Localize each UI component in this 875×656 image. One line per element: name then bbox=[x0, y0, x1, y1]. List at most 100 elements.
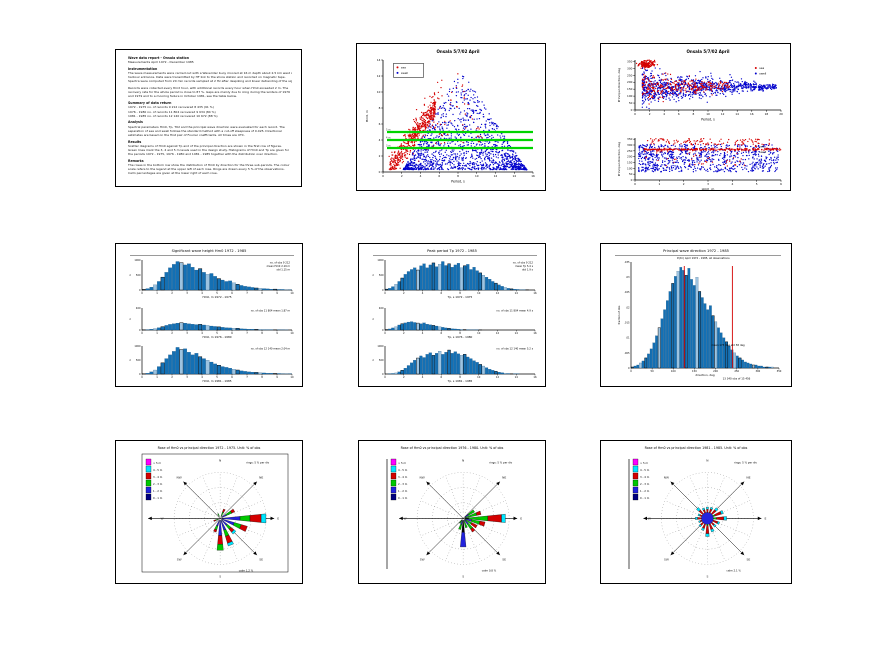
svg-text:2: 2 bbox=[171, 291, 173, 295]
svg-text:200: 200 bbox=[627, 155, 633, 159]
svg-text:150: 150 bbox=[627, 87, 633, 91]
report-line: the periods 1972 - 1975, 1976 - 1980 and… bbox=[128, 152, 279, 157]
svg-text:5 m: 5 m bbox=[386, 129, 391, 132]
svg-text:8: 8 bbox=[457, 174, 459, 178]
svg-text:0: 0 bbox=[382, 174, 384, 178]
svg-text:5: 5 bbox=[216, 291, 218, 295]
report-line: and 1979 and to a mooring failure in Oct… bbox=[128, 94, 237, 99]
svg-text:sea: sea bbox=[759, 66, 764, 70]
panel-rose-1972-1975: Rose of Hm0 vs principal direction 1972 … bbox=[115, 440, 303, 584]
svg-text:Onsala 5/7/02 April: Onsala 5/7/02 April bbox=[687, 49, 731, 54]
p4-hist-multi-chart: Significant wave height Hm0 1972 - 1985 0… bbox=[129, 249, 294, 383]
svg-text:0: 0 bbox=[379, 170, 381, 174]
svg-text:16: 16 bbox=[531, 174, 535, 178]
svg-text:Period, s: Period, s bbox=[701, 118, 715, 122]
svg-text:2: 2 bbox=[683, 182, 685, 186]
report-heading: Results bbox=[128, 139, 142, 144]
svg-text:1: 1 bbox=[658, 182, 660, 186]
report-line: Green lines mark the 3, 4 and 5 m levels… bbox=[128, 147, 290, 152]
svg-text:6: 6 bbox=[231, 291, 233, 295]
svg-text:12: 12 bbox=[377, 74, 381, 78]
svg-text:1: 1 bbox=[156, 291, 158, 295]
svg-text:no. of obs 9 212: no. of obs 9 212 bbox=[270, 261, 291, 265]
svg-text:2: 2 bbox=[649, 112, 651, 116]
svg-text:12: 12 bbox=[494, 174, 498, 178]
panel-report: Wave data report - Onsala station Measure… bbox=[115, 49, 302, 187]
p2-scatter-chart: 0 2 4 6 8 10 12 14 16 0 2 4 6 8 10 12 14 Onsala 5/7/02 Ap… bbox=[365, 49, 535, 184]
svg-text:0: 0 bbox=[634, 182, 636, 186]
svg-text:10: 10 bbox=[377, 90, 381, 94]
svg-text:100: 100 bbox=[627, 94, 633, 98]
svg-text:12: 12 bbox=[721, 112, 725, 116]
report-heading: Remarks bbox=[128, 158, 144, 163]
svg-text:0: 0 bbox=[139, 289, 141, 292]
svg-text:100: 100 bbox=[627, 166, 633, 170]
svg-text:50: 50 bbox=[629, 172, 633, 176]
svg-text:8: 8 bbox=[261, 291, 263, 295]
svg-text:4: 4 bbox=[201, 291, 203, 295]
svg-text:Hm0, m: Hm0, m bbox=[702, 188, 715, 191]
svg-text:Onsala 5/7/02 April: Onsala 5/7/02 April bbox=[437, 49, 481, 54]
svg-text:14: 14 bbox=[512, 174, 516, 178]
svg-text:300: 300 bbox=[627, 66, 633, 70]
svg-text:250: 250 bbox=[627, 73, 633, 77]
panel-hist-hm0: Significant wave height Hm0 1972 - 1985 0… bbox=[115, 243, 303, 387]
svg-text:Principal direction, deg: Principal direction, deg bbox=[617, 68, 621, 103]
report-line: Spectral parameters Hm0, Tp, T02 and the… bbox=[128, 124, 285, 129]
report-line: Scatter diagrams of Hm0 against Tp and o… bbox=[128, 143, 282, 148]
report-line: The wave measurements were carried out w… bbox=[128, 71, 292, 76]
svg-text:2: 2 bbox=[379, 154, 381, 158]
panel-scatter-hm0-vs-period: 0 2 4 6 8 10 12 14 16 0 2 4 6 8 10 12 14 Onsala 5/7/02 Ap… bbox=[356, 43, 546, 191]
report-line: Calm percentages are given at the lower … bbox=[128, 171, 218, 176]
svg-text:Hm0, m: Hm0, m bbox=[365, 110, 369, 122]
report-text-block: Wave data report - Onsala station Measure… bbox=[116, 50, 301, 175]
report-line: 1972 - 1975 no. of records 9 212 recover… bbox=[128, 105, 214, 110]
p7-rose-chart: Rose of Hm0 vs principal direction 1972 … bbox=[141, 446, 289, 578]
svg-text:20: 20 bbox=[779, 112, 783, 116]
panel-hist-direction: Principal wave direction 1972 - 1985 0 50 1… bbox=[600, 243, 792, 387]
svg-text:sea: sea bbox=[759, 144, 764, 148]
svg-text:500: 500 bbox=[136, 274, 141, 277]
svg-text:16: 16 bbox=[750, 112, 754, 116]
report-line: Spectra were computed from 20 min record… bbox=[128, 79, 292, 84]
svg-text:7: 7 bbox=[246, 291, 248, 295]
svg-text:350: 350 bbox=[627, 137, 633, 141]
svg-text:3: 3 bbox=[186, 291, 188, 295]
svg-text:swell: swell bbox=[401, 71, 408, 75]
report-line: Records were collected every third hour,… bbox=[128, 86, 289, 91]
svg-text:2: 2 bbox=[401, 174, 403, 178]
svg-text:3: 3 bbox=[707, 182, 709, 186]
svg-text:10: 10 bbox=[475, 174, 479, 178]
svg-text:6: 6 bbox=[678, 112, 680, 116]
svg-text:n: n bbox=[129, 274, 132, 276]
report-heading: Instrumentation bbox=[128, 66, 158, 71]
report-line: 1976 - 1980 no. of records 11 804 recove… bbox=[128, 109, 216, 114]
report-line: The roses in the bottom row show the dis… bbox=[128, 163, 290, 167]
svg-text:0: 0 bbox=[634, 112, 636, 116]
svg-text:swell: swell bbox=[759, 72, 766, 76]
report-line: estimates are based on the first pair of… bbox=[128, 132, 245, 137]
svg-text:0: 0 bbox=[141, 291, 143, 295]
panel-rose-1976-1980: Rose of Hm0 vs principal direction 1976 … bbox=[358, 440, 546, 584]
svg-text:Period, s: Period, s bbox=[451, 180, 465, 184]
svg-text:250: 250 bbox=[627, 149, 633, 153]
report-line: separation of sea and swell follows the … bbox=[128, 128, 282, 133]
svg-text:300: 300 bbox=[627, 143, 633, 147]
svg-text:sea: sea bbox=[401, 66, 406, 70]
svg-text:3 m: 3 m bbox=[386, 145, 391, 148]
report-line: scale refers to the legend at the upper … bbox=[128, 167, 285, 172]
svg-text:mean Hm0 2.19 m: mean Hm0 2.19 m bbox=[267, 264, 291, 268]
svg-text:4: 4 bbox=[731, 182, 733, 186]
report-line: 1981 - 1985 no. of records 12 140 recove… bbox=[128, 113, 218, 118]
svg-text:14: 14 bbox=[735, 112, 739, 116]
report-heading: Wave data report - Onsala station bbox=[128, 56, 189, 60]
svg-text:5: 5 bbox=[756, 182, 758, 186]
panel-rose-1981-1985: Rose of Hm0 vs principal direction 1981 … bbox=[600, 440, 792, 584]
svg-text:Significant wave height Hm0 19: Significant wave height Hm0 1972 - 1985 bbox=[172, 249, 247, 253]
panel-scatter-direction: 0 2 4 6 8 10 12 14 16 18 20 0 50 100 150 200 250 300 350 On… bbox=[600, 43, 791, 191]
p8-rose-chart: Rose of Hm0 vs principal direction 1976 … bbox=[386, 446, 522, 578]
svg-text:150: 150 bbox=[627, 161, 633, 165]
svg-text:6: 6 bbox=[780, 182, 782, 186]
